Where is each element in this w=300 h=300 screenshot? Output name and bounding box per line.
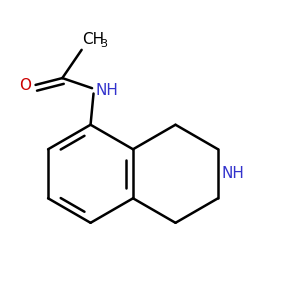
Text: CH: CH [82,32,105,47]
Text: NH: NH [221,166,244,181]
Text: O: O [19,78,31,93]
Text: NH: NH [95,83,118,98]
Text: 3: 3 [100,39,107,49]
